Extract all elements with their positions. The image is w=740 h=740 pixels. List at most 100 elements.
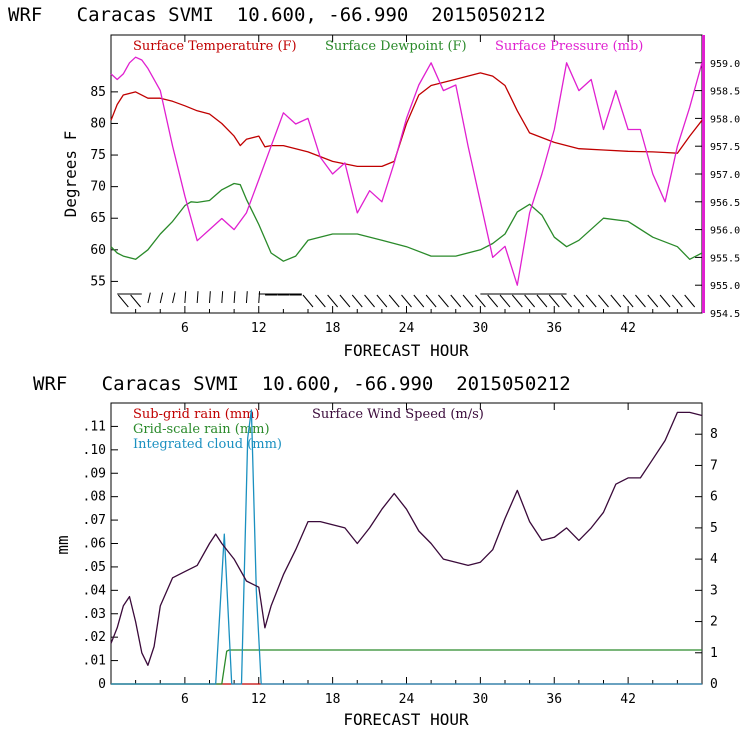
wind-barb (196, 291, 199, 304)
x-tick-label: 12 (251, 692, 267, 707)
y2-tick-label: 955.5 (710, 253, 740, 264)
wind-barb (462, 294, 474, 308)
y2-tick-label: 6 (710, 490, 718, 505)
wind-barb (184, 291, 187, 304)
wind-barb (209, 291, 211, 304)
y-tick-label: .05 (83, 560, 106, 575)
pressure-axis-bar (702, 35, 705, 313)
x-tick-label: 24 (399, 692, 415, 707)
panel2-x-label: FORECAST HOUR (343, 710, 469, 729)
y2-tick-label: 7 (710, 458, 718, 473)
wind-barb (635, 294, 646, 308)
wind-barb (561, 294, 572, 308)
wind-barb (536, 294, 548, 308)
wind-barb (438, 294, 449, 308)
y-tick-label: .06 (83, 537, 106, 552)
legend-surface-temperature: Surface Temperature (F) (133, 39, 297, 54)
series-surface-pressure-line (110, 56, 703, 286)
y2-tick-label: 954.5 (710, 309, 740, 320)
y2-tick-label: 1 (710, 646, 718, 661)
wind-barb (524, 294, 536, 308)
wind-barb (450, 294, 462, 308)
y-tick-label: .04 (83, 583, 107, 598)
legend-integrated-cloud: Integrated cloud (mm) (133, 437, 282, 452)
wind-barb (130, 294, 142, 308)
panel2-y2-ticks: 0 1 2 3 4 5 6 7 8 (695, 427, 718, 692)
panel-surface: WRF Caracas SVMI 10.600, -66.990 2015050… (8, 4, 740, 360)
wind-barb (388, 294, 400, 308)
panel-precip: WRF Caracas SVMI 10.600, -66.990 2015050… (33, 373, 718, 729)
legend-gridscale-rain: Grid-scale rain (mm) (133, 422, 270, 437)
legend-surface-dewpoint: Surface Dewpoint (F) (325, 39, 467, 54)
wind-barb (159, 292, 164, 304)
wind-barb (221, 291, 224, 304)
wind-barb (487, 294, 499, 308)
panel1-y2-ticks: 954.5 955.0 955.5 956.0 956.5 957.0 957.5 958.0… (695, 59, 740, 320)
x-tick-label: 6 (181, 692, 189, 707)
wind-barb (147, 292, 151, 304)
y2-tick-label: 958.0 (710, 114, 740, 125)
x-tick-label: 12 (251, 321, 267, 336)
series-surface-wind-speed-line (110, 411, 703, 666)
y-tick-label: .09 (83, 466, 106, 481)
panel1-y-label: Degrees F (61, 131, 80, 218)
wind-barb (302, 294, 314, 308)
y-tick-label: 55 (90, 274, 106, 289)
wind-barbs (117, 291, 696, 308)
wind-barb (117, 294, 129, 308)
wind-barb (573, 294, 585, 308)
y-tick-label: 65 (90, 211, 106, 226)
panel1-x-ticks: 6 12 18 24 30 36 42 (135, 35, 678, 336)
wind-barb (647, 294, 659, 308)
x-tick-label: 30 (473, 321, 489, 336)
y2-tick-label: 959.0 (710, 59, 740, 70)
wind-barb (671, 294, 683, 308)
y-tick-label: 85 (90, 85, 106, 100)
y2-tick-label: 5 (710, 521, 718, 536)
y2-tick-label: 4 (710, 552, 718, 567)
y2-tick-label: 0 (710, 677, 718, 692)
legend-subgrid-rain: Sub-grid rain (mm) (133, 407, 260, 422)
y-tick-label: .11 (83, 419, 106, 434)
wind-barb (339, 294, 351, 308)
wind-barb (258, 291, 261, 304)
wind-barb (474, 294, 486, 308)
y2-tick-label: 3 (710, 583, 718, 598)
x-tick-label: 18 (325, 692, 341, 707)
wind-barb (245, 291, 248, 304)
wind-barb (172, 292, 176, 304)
y-tick-label: .01 (83, 654, 106, 669)
panel1-plot-frame (110, 34, 703, 314)
wind-barb (511, 294, 523, 308)
panel2-title: WRF Caracas SVMI 10.600, -66.990 2015050… (33, 373, 571, 395)
wind-barb (364, 294, 375, 308)
x-tick-label: 24 (399, 321, 415, 336)
legend-surface-wind-speed: Surface Wind Speed (m/s) (312, 407, 484, 422)
panel1-x-label: FORECAST HOUR (343, 341, 469, 360)
y2-tick-label: 2 (710, 615, 718, 630)
y-tick-label: 0 (98, 677, 106, 692)
y-tick-label: .07 (83, 513, 106, 528)
wind-barb (233, 291, 236, 304)
panel1-series (110, 56, 703, 286)
panel2-y-label: mm (53, 535, 72, 554)
wind-barb (684, 294, 696, 308)
wind-barb (327, 294, 339, 308)
wind-barb (659, 294, 671, 308)
x-tick-label: 18 (325, 321, 341, 336)
y-tick-label: .10 (83, 443, 106, 458)
y2-tick-label: 956.5 (710, 198, 740, 209)
wind-barb (314, 294, 326, 308)
panel1-y-ticks: 55 60 65 70 75 80 85 (90, 85, 118, 289)
y-tick-label: .02 (83, 630, 106, 645)
wind-barb (425, 294, 437, 308)
panel2-y-ticks: 0 .01 .02 .03 .04 .05 .06 .07 .08 .09 .10 .11 (83, 419, 118, 692)
x-tick-label: 30 (473, 692, 489, 707)
x-tick-label: 36 (546, 692, 562, 707)
panel2-x-ticks: 6 12 18 24 30 36 42 (135, 403, 678, 707)
x-tick-label: 6 (181, 321, 189, 336)
wind-barb (401, 294, 412, 308)
y-tick-label: 60 (90, 243, 106, 258)
x-tick-label: 42 (620, 321, 636, 336)
